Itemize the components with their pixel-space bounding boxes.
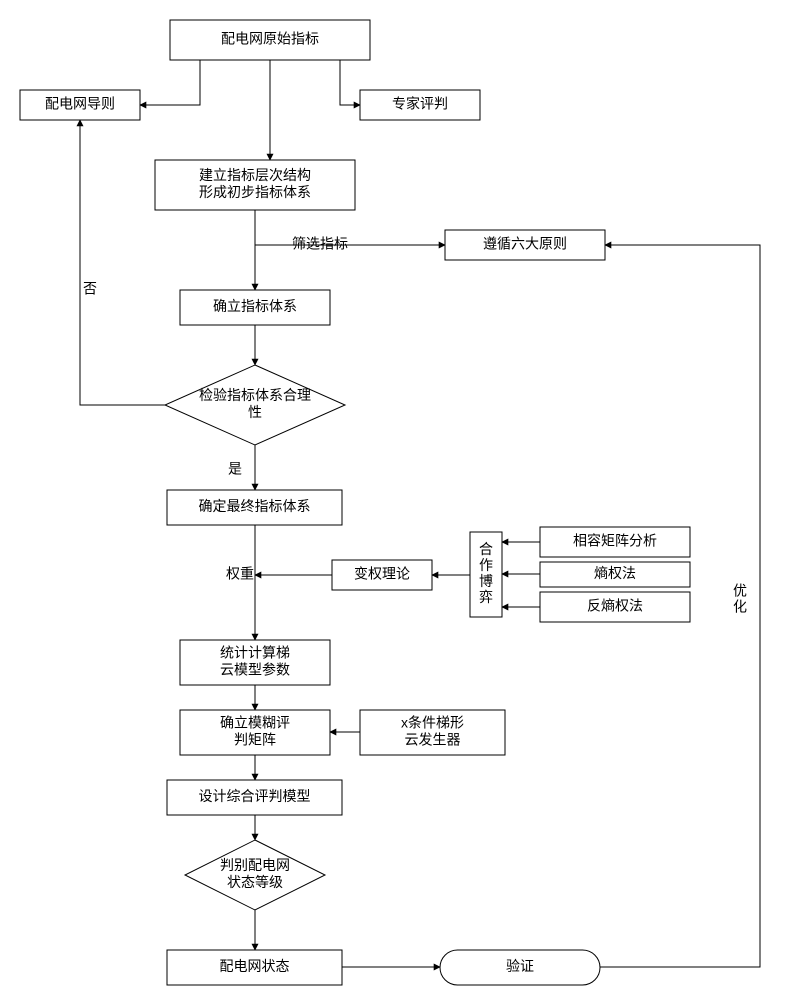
svg-text:遵循六大原则: 遵循六大原则: [483, 236, 567, 252]
edge-1: [340, 60, 360, 105]
node-n_judge: 判别配电网状态等级: [185, 840, 325, 910]
svg-text:相容矩阵分析: 相容矩阵分析: [573, 533, 657, 549]
svg-text:配电网原始指标: 配电网原始指标: [221, 31, 319, 47]
svg-text:否: 否: [83, 281, 97, 297]
node-n_state: 配电网状态: [167, 950, 342, 985]
svg-text:反熵权法: 反熵权法: [587, 598, 643, 614]
svg-text:是: 是: [228, 461, 242, 477]
svg-text:弈: 弈: [479, 589, 493, 605]
svg-text:设计综合评判模型: 设计综合评判模型: [199, 788, 311, 804]
node-n_build: 建立指标层次结构形成初步指标体系: [155, 160, 355, 210]
svg-text:作: 作: [479, 557, 493, 573]
node-n_comp: 相容矩阵分析: [540, 527, 690, 557]
svg-text:化: 化: [733, 599, 747, 615]
svg-text:博: 博: [479, 573, 493, 589]
svg-text:验证: 验证: [506, 958, 534, 974]
svg-text:熵权法: 熵权法: [594, 565, 636, 581]
node-n_model: 设计综合评判模型: [167, 780, 342, 815]
node-n_coop: 合作博弈: [470, 532, 502, 617]
node-n_verify: 验证: [440, 950, 600, 985]
svg-text:检验指标体系合理: 检验指标体系合理: [199, 387, 311, 403]
svg-text:统计计算梯: 统计计算梯: [220, 645, 290, 661]
svg-text:建立指标层次结构: 建立指标层次结构: [199, 167, 311, 183]
svg-text:专家评判: 专家评判: [392, 96, 448, 112]
svg-text:配电网状态: 配电网状态: [220, 958, 290, 974]
svg-text:形成初步指标体系: 形成初步指标体系: [199, 184, 311, 200]
node-n_vw: 变权理论: [332, 560, 432, 590]
node-n_check: 检验指标体系合理性: [165, 365, 345, 445]
node-n_guide: 配电网导则: [20, 90, 140, 120]
svg-text:判矩阵: 判矩阵: [234, 732, 276, 748]
svg-text:云模型参数: 云模型参数: [220, 662, 290, 678]
node-n_final: 确定最终指标体系: [167, 490, 342, 525]
node-n_anti: 反熵权法: [540, 592, 690, 622]
svg-text:筛选指标: 筛选指标: [292, 236, 348, 252]
svg-text:状态等级: 状态等级: [227, 874, 283, 890]
node-n_ent: 熵权法: [540, 562, 690, 587]
node-n_fuzzy: 确立模糊评判矩阵: [180, 710, 330, 755]
svg-text:云发生器: 云发生器: [405, 732, 461, 748]
svg-text:确立指标体系: 确立指标体系: [213, 298, 297, 314]
flowchart-canvas: 配电网原始指标配电网导则 专家评判建立指标层次结构形成初步指标体系遵循六大原则确立…: [0, 0, 790, 1000]
svg-text:性: 性: [248, 404, 262, 420]
svg-text:优: 优: [733, 583, 747, 599]
svg-text:确定最终指标体系: 确定最终指标体系: [199, 498, 311, 514]
edge-0: [140, 60, 200, 105]
svg-text:x条件梯形: x条件梯形: [401, 715, 464, 731]
node-n_stat: 统计计算梯云模型参数: [180, 640, 330, 685]
node-n_confirm: 确立指标体系: [180, 290, 330, 325]
node-n_expert: 专家评判: [360, 90, 480, 120]
node-n_orig: 配电网原始指标: [170, 20, 370, 60]
node-n_xgen: x条件梯形云发生器: [360, 710, 505, 755]
svg-text:配电网导则: 配电网导则: [45, 96, 115, 112]
node-n_six: 遵循六大原则: [445, 230, 605, 260]
svg-text:权重: 权重: [226, 566, 254, 582]
svg-text:判别配电网: 判别配电网: [220, 857, 290, 873]
svg-text:合: 合: [479, 541, 493, 557]
svg-text:变权理论: 变权理论: [354, 566, 410, 582]
svg-text:确立模糊评: 确立模糊评: [220, 715, 290, 731]
edge-6: [80, 120, 165, 405]
